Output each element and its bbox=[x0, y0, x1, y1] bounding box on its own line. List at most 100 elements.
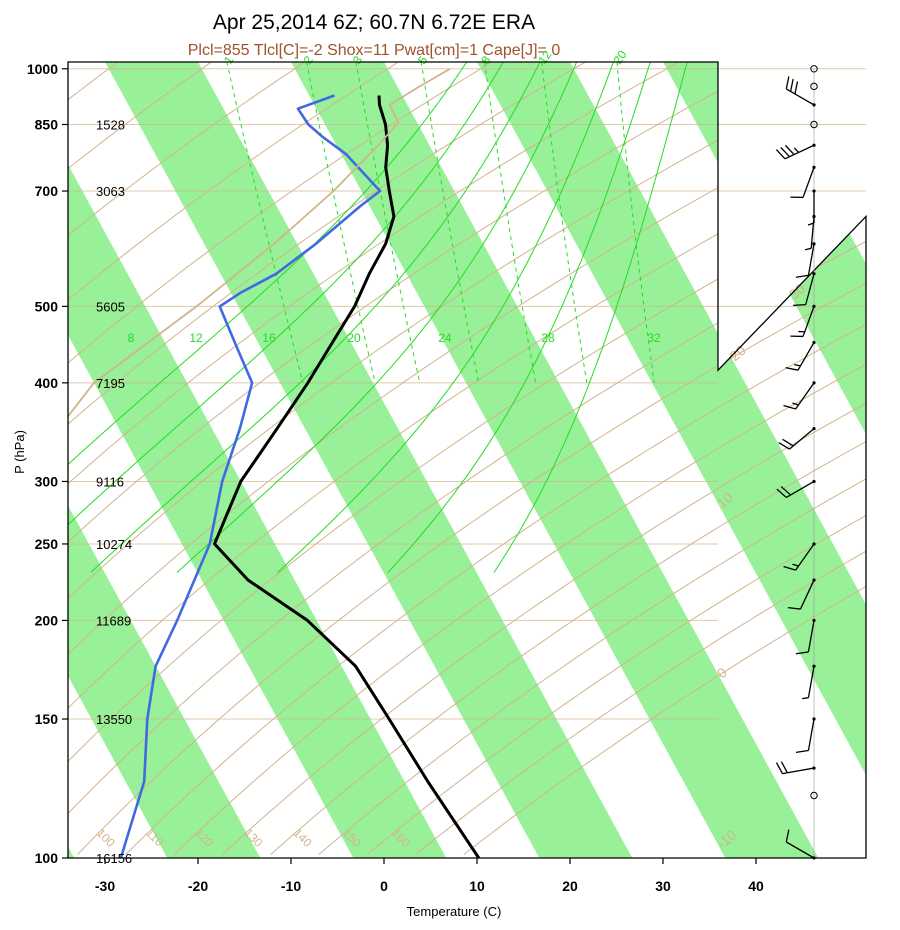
isotherm-band bbox=[68, 62, 447, 858]
dry-adiabat bbox=[68, 62, 866, 855]
wind-barb bbox=[783, 542, 816, 571]
wind-barb bbox=[778, 427, 816, 450]
wind-barb bbox=[795, 717, 816, 754]
x-axis-title: Temperature (C) bbox=[407, 904, 502, 919]
barb-flag bbox=[783, 565, 796, 571]
barb-half-flag bbox=[794, 363, 801, 367]
isotherm-band bbox=[105, 62, 633, 858]
wind-barb-calm bbox=[810, 791, 818, 800]
barb-flag bbox=[795, 274, 809, 278]
wind-barb-calm bbox=[810, 120, 818, 129]
wind-barb bbox=[776, 479, 816, 499]
moist-adiabats bbox=[68, 62, 688, 573]
moist-adiabat bbox=[68, 62, 504, 573]
barb-shaft bbox=[807, 620, 815, 653]
barb-shaft bbox=[797, 342, 815, 371]
moist-adiabat-label: 28 bbox=[541, 331, 555, 345]
theta-label: 100 bbox=[94, 826, 118, 850]
dry-adiabat bbox=[221, 62, 866, 855]
y-tick-label: 300 bbox=[35, 473, 59, 489]
barb-shaft bbox=[807, 243, 815, 276]
wind-barb bbox=[802, 664, 816, 700]
y-tick-label: 200 bbox=[35, 612, 59, 628]
moist-adiabat bbox=[176, 62, 578, 573]
dry-adiabat bbox=[68, 62, 586, 855]
mixing-ratio-label: 20 bbox=[610, 48, 629, 67]
wind-barb bbox=[787, 578, 816, 610]
x-tick-label: 10 bbox=[469, 878, 485, 894]
temperature-line bbox=[213, 95, 481, 858]
height-label: 13550 bbox=[96, 712, 132, 727]
height-label: 11689 bbox=[96, 613, 131, 628]
barb-shaft bbox=[785, 841, 815, 859]
moist-adiabat-label: 12 bbox=[189, 331, 203, 345]
x-tick-label: -20 bbox=[188, 878, 208, 894]
barb-flag bbox=[785, 829, 790, 843]
wind-barb bbox=[795, 618, 816, 655]
barb-half-flag bbox=[804, 247, 812, 251]
dry-adiabat bbox=[68, 62, 680, 855]
wind-barb bbox=[775, 143, 816, 160]
barb-half-flag bbox=[802, 697, 809, 700]
barb-flag bbox=[795, 651, 809, 655]
wind-barbs bbox=[775, 65, 818, 860]
dry-adiabat bbox=[68, 62, 399, 855]
y-tick-label: 1000 bbox=[27, 61, 58, 77]
wind-barb-calm bbox=[810, 82, 818, 91]
barb-flag bbox=[778, 442, 790, 450]
barb-shaft bbox=[802, 167, 815, 198]
wind-barb bbox=[775, 761, 816, 775]
barb-shaft bbox=[799, 579, 815, 610]
wind-barb bbox=[793, 272, 816, 307]
barb-flag bbox=[794, 81, 799, 95]
y-tick-label: 500 bbox=[35, 298, 59, 314]
moist-adiabat-label: 16 bbox=[262, 331, 276, 345]
y-axis-title: P (hPa) bbox=[12, 430, 27, 474]
dry-adiabat bbox=[173, 62, 866, 855]
barb-flag bbox=[784, 144, 795, 156]
wind-barb bbox=[785, 829, 816, 860]
wind-barb bbox=[783, 381, 816, 410]
isotherm-band bbox=[68, 62, 261, 858]
barb-shaft bbox=[805, 273, 815, 305]
dry-adiabat bbox=[318, 62, 866, 855]
x-tick-label: -30 bbox=[95, 878, 115, 894]
barb-half-flag bbox=[793, 147, 800, 153]
barb-shaft bbox=[789, 428, 815, 450]
height-label: 1528 bbox=[96, 117, 125, 132]
barb-flag bbox=[795, 749, 809, 754]
moist-adiabat-label: 8 bbox=[128, 331, 135, 345]
theta-label: 140 bbox=[291, 826, 315, 850]
barb-shaft bbox=[795, 382, 815, 410]
y-axis: 100 150 200 250 300 400 500 700 850 1000 bbox=[27, 61, 68, 866]
barb-shaft bbox=[795, 543, 815, 571]
x-tick-label: 30 bbox=[655, 878, 671, 894]
wind-barb bbox=[790, 165, 816, 199]
barb-flag bbox=[785, 76, 790, 90]
dry-adiabat bbox=[68, 62, 866, 855]
y-tick-label: 250 bbox=[35, 536, 59, 552]
wind-barb bbox=[785, 76, 816, 107]
barb-half-flag bbox=[792, 402, 799, 406]
mixing-ratio-line bbox=[616, 62, 655, 383]
wind-barb-calm bbox=[810, 65, 818, 73]
dry-adiabat bbox=[415, 62, 866, 855]
height-label: 16156 bbox=[96, 851, 132, 866]
barb-flag bbox=[780, 147, 791, 158]
moist-adiabat bbox=[493, 62, 688, 573]
dry-adiabat bbox=[366, 62, 866, 855]
dry-adiabat bbox=[77, 62, 866, 855]
y-tick-label: 150 bbox=[35, 711, 59, 727]
mixing-ratio-lines bbox=[226, 62, 655, 383]
moist-adiabat bbox=[68, 62, 468, 573]
barb-shaft bbox=[784, 144, 815, 160]
barb-shaft bbox=[785, 88, 815, 106]
height-label: 7195 bbox=[96, 376, 125, 391]
dewpoint-line bbox=[119, 94, 382, 858]
barb-flag bbox=[780, 486, 792, 496]
height-label: 9116 bbox=[96, 474, 124, 489]
x-axis: -30 -20 -10 0 10 20 30 40 bbox=[95, 858, 764, 894]
height-label: 5605 bbox=[96, 299, 125, 314]
moist-adiabat-label: 20 bbox=[347, 331, 361, 345]
